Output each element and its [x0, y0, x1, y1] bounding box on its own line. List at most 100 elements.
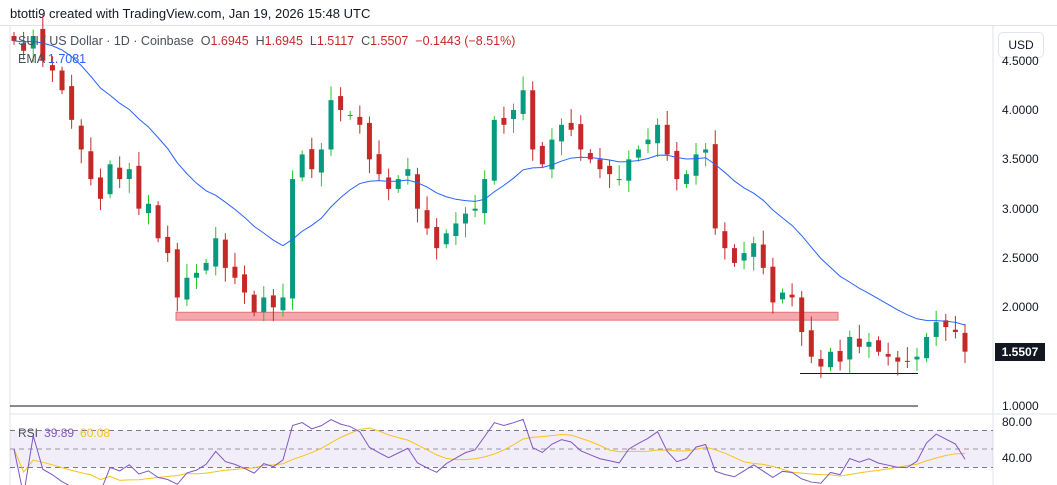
price-tick: 3.0000 — [1002, 201, 1039, 216]
last-price-label: 1.5507 — [995, 342, 1045, 361]
price-tick: 3.5000 — [1002, 152, 1039, 167]
ema-value: 1.7081 — [47, 52, 87, 66]
candle — [222, 239, 228, 268]
price-tick: 1.0000 — [1002, 399, 1039, 413]
symbol-name[interactable]: SUI / US Dollar · 1D · Coinbase — [18, 34, 194, 48]
candle — [443, 233, 449, 245]
ema-legend[interactable]: EMA 1.7081 — [18, 52, 86, 66]
candle — [261, 297, 267, 313]
candle — [462, 213, 468, 224]
candle — [876, 340, 882, 352]
candle — [338, 96, 344, 110]
candle — [789, 294, 795, 298]
candle — [97, 177, 103, 199]
candle — [232, 266, 238, 278]
candle — [69, 86, 75, 120]
candle — [885, 354, 891, 357]
candle — [549, 139, 555, 170]
candle — [318, 149, 324, 173]
candle — [213, 238, 219, 267]
candle — [703, 149, 709, 153]
open-label: O — [200, 34, 211, 48]
candle — [424, 210, 430, 229]
candle — [357, 116, 363, 125]
candle — [712, 144, 718, 229]
candle — [453, 223, 459, 237]
candle — [78, 125, 84, 150]
candle — [683, 174, 689, 184]
candle — [21, 43, 27, 51]
rsi-tick: 80.00 — [1002, 415, 1033, 429]
ema-line — [13, 40, 966, 326]
candle — [107, 164, 113, 195]
candle — [299, 154, 305, 178]
candle — [11, 35, 17, 41]
low-value: 1.5117 — [316, 34, 355, 48]
candle — [184, 277, 190, 300]
candle — [856, 338, 862, 347]
candle — [174, 249, 180, 298]
currency-button[interactable]: USD — [998, 32, 1044, 58]
candle — [405, 169, 411, 176]
candle — [40, 28, 46, 61]
candle — [501, 117, 507, 125]
candle — [952, 329, 958, 333]
candle — [539, 145, 545, 165]
candle — [741, 253, 747, 261]
close-value: 1.5507 — [370, 34, 409, 48]
low-label: L — [309, 34, 317, 48]
candle — [914, 356, 920, 360]
candle — [347, 114, 353, 116]
candle — [386, 177, 392, 189]
candle — [30, 35, 36, 49]
candle — [674, 150, 680, 180]
candle — [559, 124, 565, 142]
candle — [607, 165, 613, 175]
candle — [731, 248, 737, 263]
support-zone — [175, 311, 839, 321]
candle — [962, 332, 968, 352]
candle — [194, 272, 200, 278]
candle — [751, 243, 757, 257]
candle — [376, 154, 382, 175]
candle — [626, 159, 632, 181]
candle — [136, 165, 142, 209]
candle — [828, 351, 834, 368]
candle — [126, 169, 132, 180]
candle — [597, 159, 603, 170]
candle — [933, 322, 939, 337]
candle — [242, 274, 248, 293]
candle — [616, 179, 622, 181]
high-value: 1.6945 — [264, 34, 303, 48]
candle — [760, 244, 766, 268]
candle — [837, 350, 843, 362]
candle — [366, 122, 372, 160]
candle — [799, 297, 805, 333]
candle — [270, 295, 276, 308]
candle — [511, 110, 517, 120]
candle — [904, 360, 910, 362]
price-tick: 2.5000 — [1002, 251, 1039, 265]
candle — [693, 154, 699, 176]
candle — [655, 124, 661, 144]
candle — [59, 70, 65, 91]
candle — [530, 90, 536, 150]
candle — [491, 119, 497, 181]
candle — [635, 149, 641, 158]
candle — [664, 124, 670, 155]
candle — [434, 227, 440, 249]
candle — [722, 231, 728, 249]
rsi-ma-line — [13, 427, 966, 481]
candle — [818, 358, 824, 367]
candle — [309, 149, 315, 170]
candle — [280, 297, 286, 311]
open-value: 1.6945 — [210, 34, 249, 48]
candle — [924, 336, 930, 359]
rsi-legend[interactable]: RSI 39.89 60.08 — [18, 426, 110, 440]
candle — [847, 336, 853, 360]
chart-credit: btotti9 created with TradingView.com, Ja… — [10, 6, 371, 21]
rsi-value: 39.89 — [44, 426, 75, 440]
price-tick: 4.0000 — [1002, 103, 1039, 117]
rsi-line — [13, 418, 966, 485]
